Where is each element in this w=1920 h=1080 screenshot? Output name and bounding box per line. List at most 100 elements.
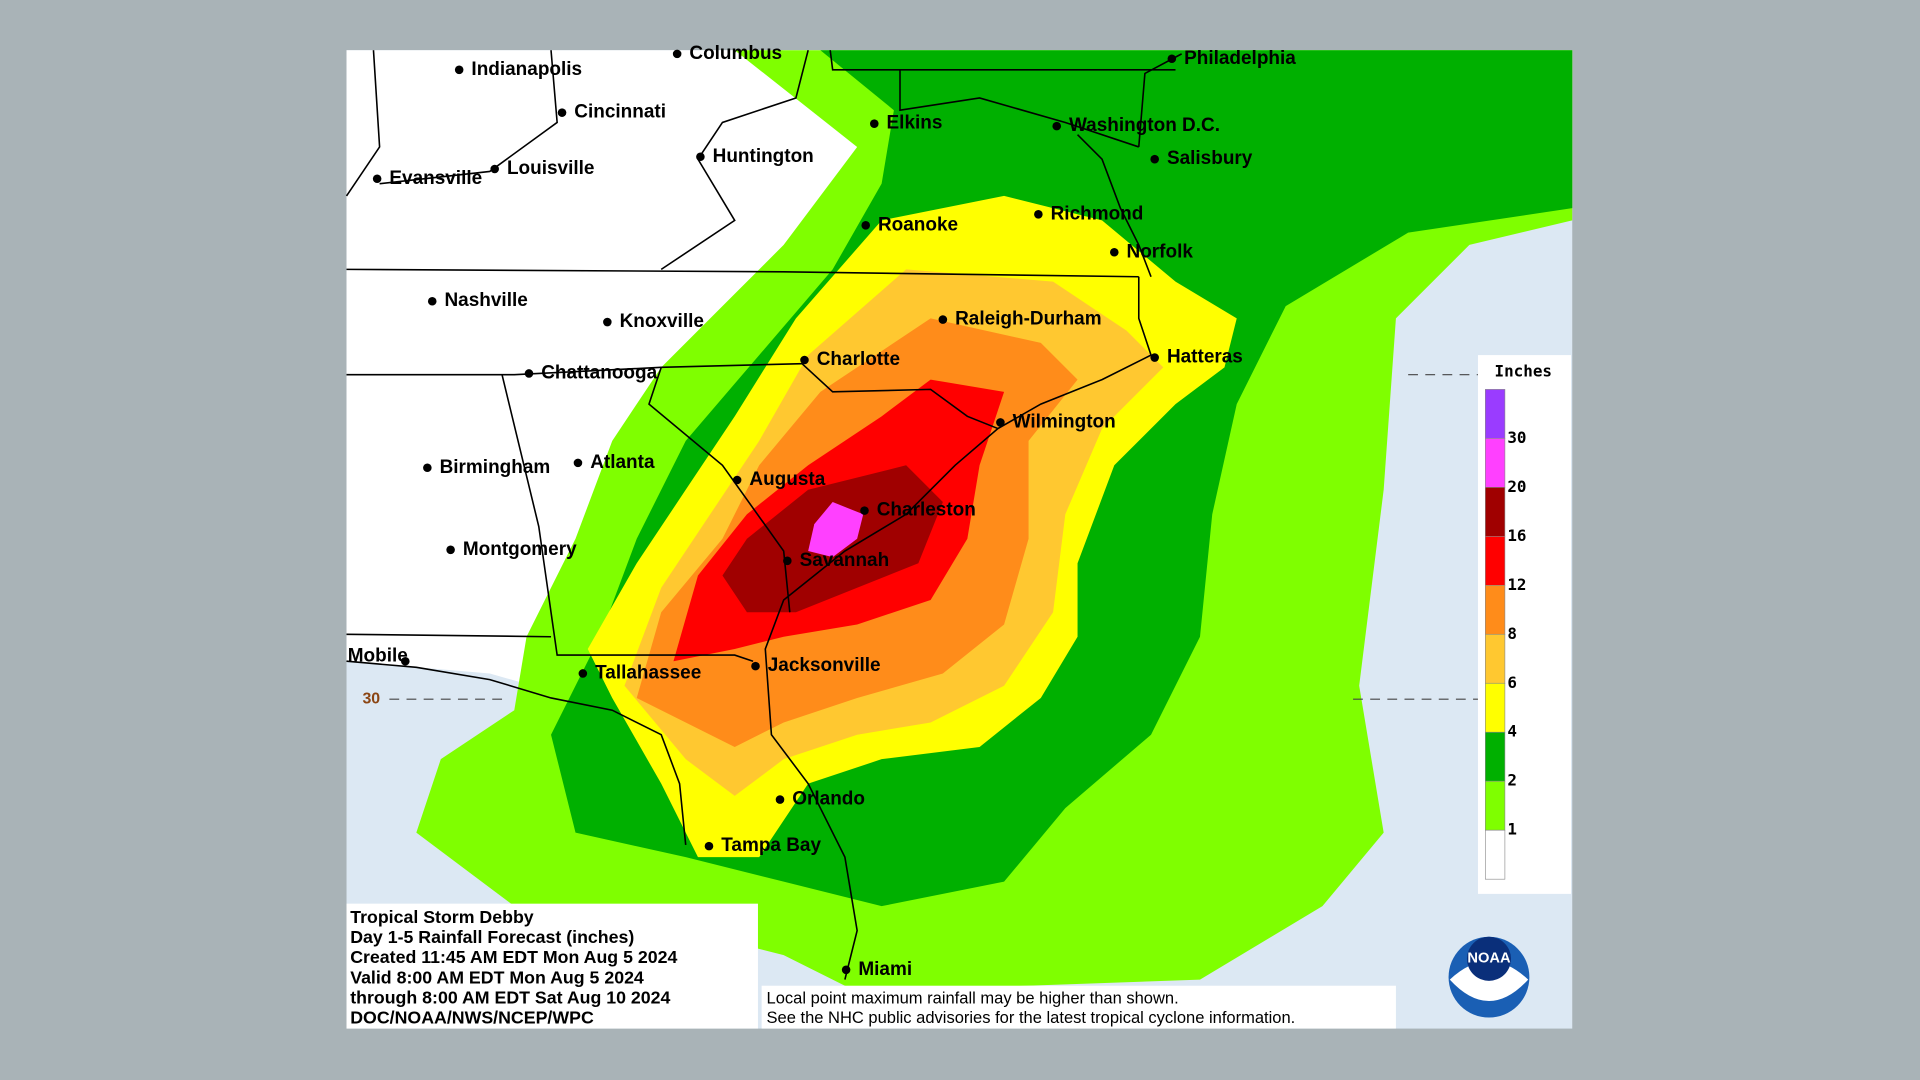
city-label: Knoxville: [620, 311, 704, 332]
legend-tick-label: 4: [1507, 722, 1517, 741]
info-line: Day 1-5 Rainfall Forecast (inches): [350, 927, 634, 947]
info-line: DOC/NOAA/NWS/NCEP/WPC: [350, 1007, 594, 1027]
city-label: Norfolk: [1127, 241, 1194, 262]
city-dot: [1110, 247, 1119, 257]
city-dot: [704, 841, 714, 851]
city-label: Elkins: [887, 113, 943, 134]
disclaimer-box: [761, 985, 1396, 1029]
legend-swatch: [1485, 731, 1506, 782]
city-label: Evansville: [389, 168, 482, 189]
city-label: Miami: [858, 959, 912, 980]
city-dot: [524, 369, 534, 378]
legend-swatch: [1485, 536, 1506, 586]
city-label: Columbus: [689, 43, 782, 64]
city-label: Mobile: [348, 645, 408, 666]
city-dot: [800, 355, 809, 365]
disclaimer: Local point maximum rainfall may be high…: [767, 989, 1296, 1028]
city-dot: [490, 164, 499, 174]
city-dot: [775, 795, 785, 804]
legend-tick-label: 20: [1507, 477, 1526, 496]
legend-swatch: [1485, 682, 1506, 733]
city-label: Nashville: [444, 290, 527, 311]
legend-tick-label: 16: [1507, 526, 1526, 545]
legend-tick-label: 12: [1507, 575, 1526, 594]
city-label: Huntington: [713, 146, 814, 167]
city-label: Indianapolis: [471, 59, 582, 80]
city-label: Cincinnati: [574, 102, 666, 123]
info-box: [346, 903, 758, 1029]
city-dot: [603, 317, 612, 327]
city-label: Charlotte: [817, 349, 900, 370]
city-dot: [578, 669, 588, 678]
city-label: Charleston: [877, 500, 976, 521]
city-dot: [861, 221, 870, 230]
city-dot: [751, 661, 760, 671]
city-dot: [1034, 210, 1043, 219]
city-label: Hatteras: [1167, 347, 1243, 368]
legend-swatch: [1485, 389, 1506, 439]
city-label: Augusta: [749, 469, 825, 490]
city-dot: [1052, 121, 1062, 131]
city-label: Savannah: [800, 550, 890, 571]
city-dot: [423, 463, 432, 473]
city-label: Philadelphia: [1184, 48, 1296, 69]
city-dot: [938, 315, 948, 324]
info-line: Valid 8:00 AM EDT Mon Aug 5 2024: [350, 967, 644, 987]
disclaimer-line: Local point maximum rainfall may be high…: [767, 989, 1179, 1008]
logo-text: NOAA: [1467, 951, 1511, 967]
legend-tick-label: 6: [1507, 673, 1517, 692]
info-line: Tropical Storm Debby: [350, 907, 534, 927]
legend-tick-label: 30: [1507, 428, 1526, 447]
city-label: Orlando: [792, 789, 865, 810]
city-label: Wilmington: [1013, 411, 1116, 432]
rain-20in: [808, 502, 864, 558]
legend: 30 20 16 12 8 6 4 2 1: [1485, 389, 1527, 880]
city-dot: [672, 49, 682, 59]
city-dot: [1150, 353, 1159, 362]
city-label: Chattanooga: [541, 362, 657, 383]
city-dot: [1167, 54, 1177, 64]
city-label: Jacksonville: [768, 655, 881, 676]
latitude-label: 30: [362, 690, 380, 707]
legend-tick-label: 2: [1507, 771, 1517, 790]
city-dot: [860, 506, 869, 515]
city-dot: [573, 458, 583, 468]
city-label: Atlanta: [590, 452, 655, 473]
city-label: Montgomery: [463, 539, 577, 560]
legend-tick-label: 8: [1507, 624, 1517, 643]
city-label: Salisbury: [1167, 148, 1253, 169]
info-line: Created 11:45 AM EDT Mon Aug 5 2024: [350, 947, 677, 967]
legend-swatch: [1485, 438, 1506, 488]
legend-swatch: [1485, 633, 1506, 684]
cities: Indianapolis Columbus Cincinnati Philadelph…: [348, 43, 1297, 980]
city-label: Washington D.C.: [1069, 115, 1220, 136]
city-dot: [841, 965, 851, 975]
city-label: Tallahassee: [595, 662, 701, 683]
map-frame: 30 Indianapolis Columbus Cincinnati Philade…: [345, 43, 1573, 1029]
city-label: Roanoke: [878, 214, 958, 235]
city-dot: [732, 475, 742, 485]
city-label: Birmingham: [440, 457, 551, 478]
logo-inner: [1466, 936, 1512, 981]
city-dot: [870, 119, 879, 128]
legend-swatch: [1485, 780, 1506, 831]
legend-swatch: [1485, 487, 1506, 537]
legend-swatch: [1485, 585, 1506, 635]
borders: [345, 50, 1183, 980]
city-dot: [696, 152, 705, 162]
city-dot: [996, 418, 1005, 427]
city-dot: [372, 174, 382, 184]
city-dot: [783, 556, 792, 566]
legend-title: Inches: [1495, 362, 1552, 381]
city-label: Raleigh-Durham: [955, 309, 1102, 330]
city-label: Tampa Bay: [721, 835, 821, 856]
city-dot: [1150, 154, 1159, 164]
city-label: Richmond: [1051, 203, 1144, 224]
legend-tick-label: 1: [1507, 820, 1517, 839]
city-label: Louisville: [507, 158, 595, 179]
noaa-logo: NOAA: [1448, 936, 1530, 1018]
city-dot: [454, 65, 464, 75]
city-dot: [401, 656, 410, 666]
